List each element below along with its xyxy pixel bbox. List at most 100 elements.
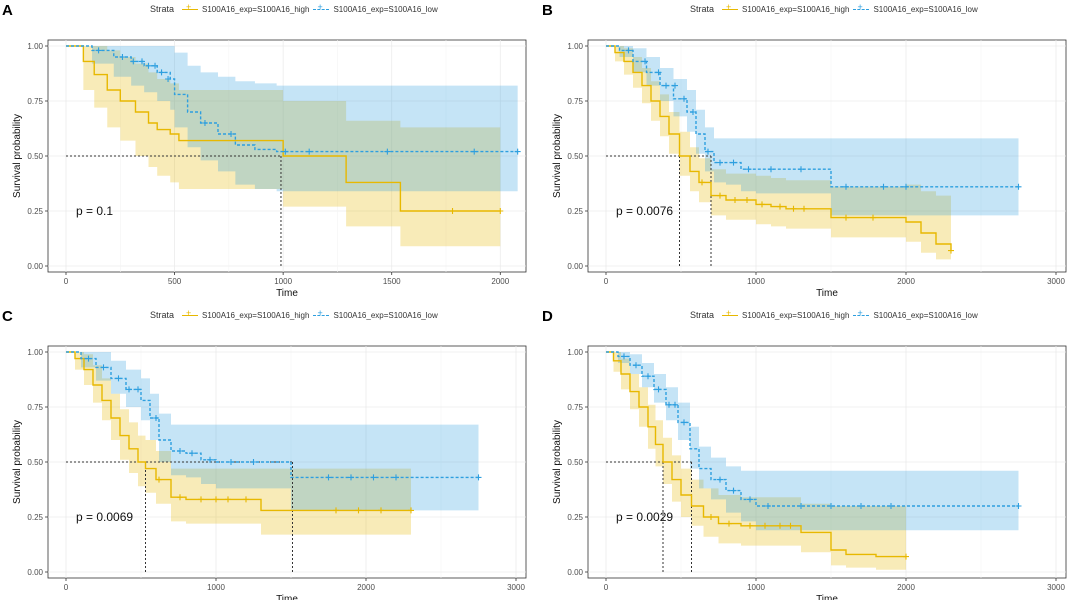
legend-low-swatch [313,2,330,14]
censor-mark-high [759,201,765,208]
censor-mark-high [355,507,362,514]
censor-mark-high [378,507,384,514]
censor-mark-low [625,47,632,54]
legend-low-label: S100A16_exp=S100A16_low [333,310,438,320]
y-axis-title: Survival probability [552,114,563,198]
x-tick-label: 3000 [1047,277,1065,286]
km-plot-a: 0.00 0.25 0.50 0.75 1.00 0 500 1000 1500 2000 Time… [12,39,527,299]
censor-mark-low [633,362,639,369]
legend-low-swatch [853,308,870,320]
censor-mark-low [135,386,141,393]
x-axis-title: Time [816,288,838,299]
p-value-label: p = 0.0069 [76,510,133,524]
censor-mark-low [514,148,521,155]
y-tick-label: 1.00 [27,348,43,357]
censor-mark-low [690,109,696,115]
censor-mark-high [732,197,738,203]
survival-curve-high [66,45,501,212]
censor-mark-high [747,522,753,529]
legend-high-swatch [722,2,739,14]
confidence-band-low [606,46,1019,216]
censor-mark-low [100,364,107,371]
x-tick-label: 1000 [747,583,765,592]
km-panel-c: 0.00 0.25 0.50 0.75 1.00 0 1000 2000 3000 Time Sur… [0,306,530,600]
survival-curve-low [66,351,479,479]
censor-mark-low [250,459,257,465]
censor-mark-low [705,148,711,155]
confidence-band-low [66,352,479,511]
p-value-label: p = 0.1 [76,204,113,218]
p-value-label: p = 0.0076 [616,204,673,218]
censor-mark-low [153,415,159,421]
y-axis-title: Survival probability [552,420,563,504]
x-tick-label: 0 [604,277,609,286]
x-tick-label: 0 [64,277,69,286]
censor-mark-high [198,496,204,503]
censor-mark-low [717,476,723,483]
km-plot-c: 0.00 0.25 0.50 0.75 1.00 0 1000 2000 3000 Time Sur… [12,345,527,600]
censor-mark-high [333,507,339,514]
p-value-label: p = 0.0029 [616,510,673,524]
legend-high-swatch [182,308,199,320]
censor-mark-high [777,203,783,210]
censor-mark-low [672,82,678,89]
censor-mark-high [744,197,750,203]
y-tick-label: 0.25 [27,513,43,522]
y-tick-label: 0.00 [27,262,43,271]
censor-mark-low [621,353,627,360]
censor-mark-high [777,522,783,529]
km-panel-a: 0.00 0.25 0.50 0.75 1.00 0 500 1000 1500 2000 Time… [0,0,530,299]
legend-title: Strata [150,310,175,320]
legend: Strata S100A16_exp=S100A16_high S100A16_… [690,308,978,321]
censor-mark-high [213,496,219,503]
legend-high-swatch [722,308,739,320]
censor-mark-low [95,47,102,54]
y-tick-label: 0.75 [27,403,43,412]
censor-mark-low [228,459,234,465]
censor-mark-low [348,474,354,481]
y-axis-title: Survival probability [12,114,23,198]
censor-mark-high [903,553,909,560]
y-tick-label: 1.00 [567,42,583,51]
x-tick-label: 2000 [897,277,915,286]
confidence-band-high [66,352,411,535]
y-tick-label: 0.00 [567,262,583,271]
legend-title: Strata [690,310,715,320]
y-tick-label: 0.00 [567,568,583,577]
censor-mark-low [130,58,137,65]
censor-mark-low [139,58,145,65]
censor-mark-low [158,69,165,76]
legend-low-label: S100A16_exp=S100A16_low [873,4,978,14]
x-axis-title: Time [816,594,838,600]
x-tick-label: 0 [604,583,609,592]
confidence-band-low [66,46,518,192]
legend-high-label: S100A16_exp=S100A16_high [202,4,310,14]
x-tick-label: 2000 [357,583,375,592]
censor-mark-low [471,148,478,155]
censor-mark-high [790,205,797,212]
y-axis-title: Survival probability [12,420,23,504]
x-tick-label: 1000 [274,277,292,286]
x-tick-label: 3000 [507,583,525,592]
confidence-band-high [606,352,906,570]
censor-mark-low [370,474,377,481]
censor-mark-high [726,520,732,527]
censor-mark-low [655,386,662,393]
legend-low-label: S100A16_exp=S100A16_low [333,4,438,14]
legend-high-label: S100A16_exp=S100A16_high [742,4,850,14]
censor-mark-low [843,183,849,190]
legend: Strata S100A16_exp=S100A16_high S100A16_… [150,2,438,15]
censor-mark-low [282,148,289,155]
censor-mark-low [888,503,894,509]
censor-mark-low [768,166,774,173]
x-tick-label: 3000 [1047,583,1065,592]
legend: Strata S100A16_exp=S100A16_high S100A16_… [690,2,978,15]
censor-mark-low [798,166,804,173]
km-panel-d: 0.00 0.25 0.50 0.75 1.00 0 1000 2000 3000 Time Sur… [540,306,1070,600]
censor-mark-low [306,148,313,155]
y-tick-label: 1.00 [567,348,583,357]
y-tick-label: 0.75 [567,403,583,412]
censor-mark-low [828,503,834,509]
x-axis-title: Time [276,594,298,600]
censor-mark-low [681,95,687,102]
